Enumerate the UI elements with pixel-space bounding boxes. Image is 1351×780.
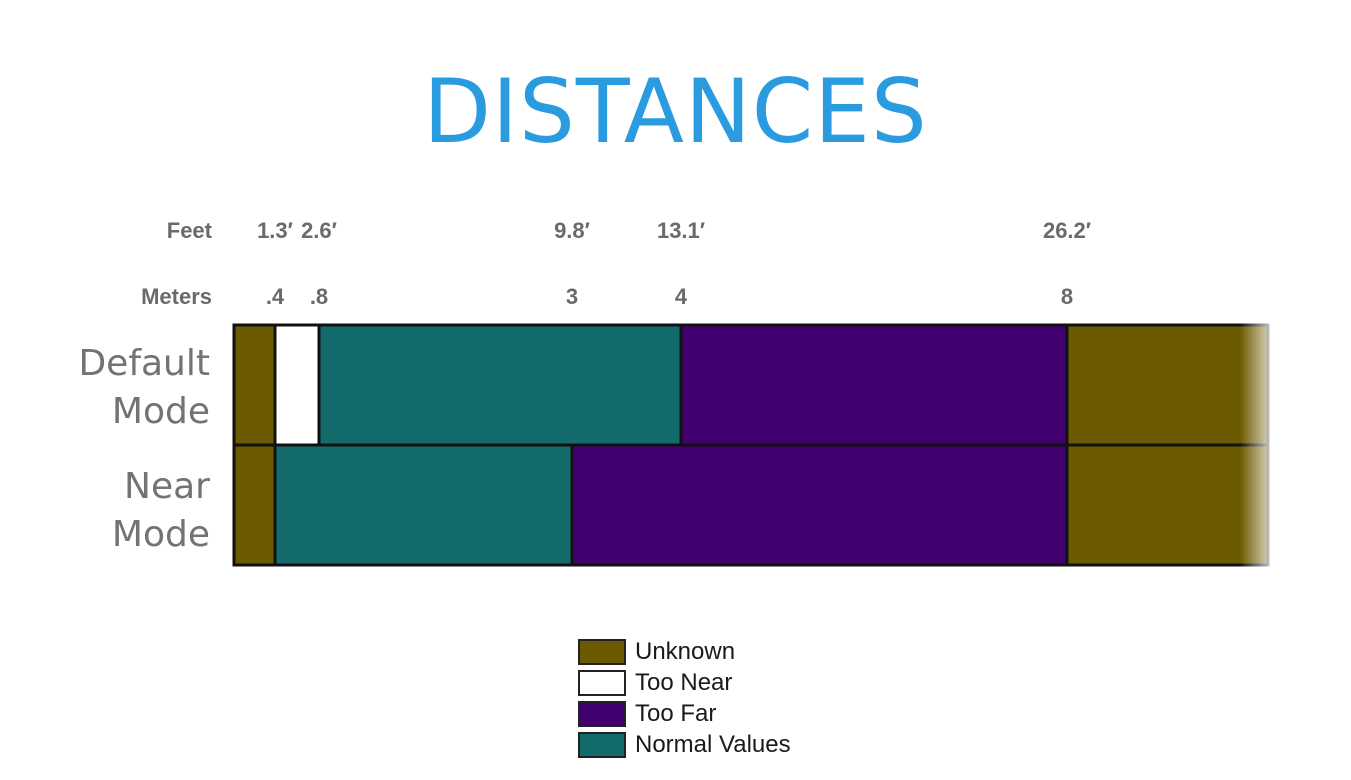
meters-tick-label: 8	[1060, 284, 1074, 309]
legend-item-unknown: Unknown	[578, 636, 791, 667]
bar-segment-unknown	[1065, 443, 1270, 567]
bar-segment-too-far	[570, 443, 1069, 567]
bar-segment-unknown	[232, 323, 277, 447]
feet-tick-label: 1.3′	[257, 218, 293, 243]
legend-label: Too Near	[635, 668, 733, 696]
legend-swatch	[578, 731, 626, 758]
feet-tick-label: 13.1′	[656, 218, 706, 243]
legend-label: Unknown	[635, 637, 736, 665]
bar-segment-too-near	[273, 323, 321, 447]
feet-tick-label: 2.6′	[301, 218, 337, 243]
row-label-line: Default	[78, 343, 210, 384]
bar-segment-normal-values	[317, 323, 683, 447]
legend-swatch	[578, 638, 626, 665]
legend-item-too-far: Too Far	[578, 698, 791, 729]
legend-swatch	[578, 669, 626, 696]
legend-label: Too Far	[635, 699, 717, 727]
row-label-default-mode: Default Mode	[60, 340, 210, 436]
feet-tick-label: 26.2′	[1042, 218, 1092, 243]
legend-item-normal-values: Normal Values	[578, 729, 791, 760]
legend: Unknown Too Near Too Far Normal Values	[578, 636, 791, 760]
bar-segment-normal-values	[273, 443, 574, 567]
feet-tick-label: 9.8′	[554, 218, 590, 243]
meters-tick-label: .4	[265, 284, 285, 309]
bar-segment-unknown	[232, 443, 277, 567]
row-label-near-mode: Near Mode	[60, 463, 210, 559]
row-label-line: Near	[124, 466, 210, 507]
row-label-line: Mode	[111, 514, 210, 555]
meters-tick-label: 3	[565, 284, 579, 309]
bar-segment-unknown	[1065, 323, 1270, 447]
bar-fade-overlay	[1240, 320, 1280, 570]
row-label-line: Mode	[111, 391, 210, 432]
legend-label: Normal Values	[635, 730, 791, 758]
chart-title: DISTANCES	[423, 60, 928, 163]
legend-item-too-near: Too Near	[578, 667, 791, 698]
bar-segment-too-far	[679, 323, 1069, 447]
legend-swatch	[578, 700, 626, 727]
meters-tick-label: .8	[309, 284, 329, 309]
feet-axis-label: Feet	[166, 218, 212, 243]
meters-axis-label: Meters	[141, 284, 212, 309]
meters-tick-label: 4	[674, 284, 688, 309]
